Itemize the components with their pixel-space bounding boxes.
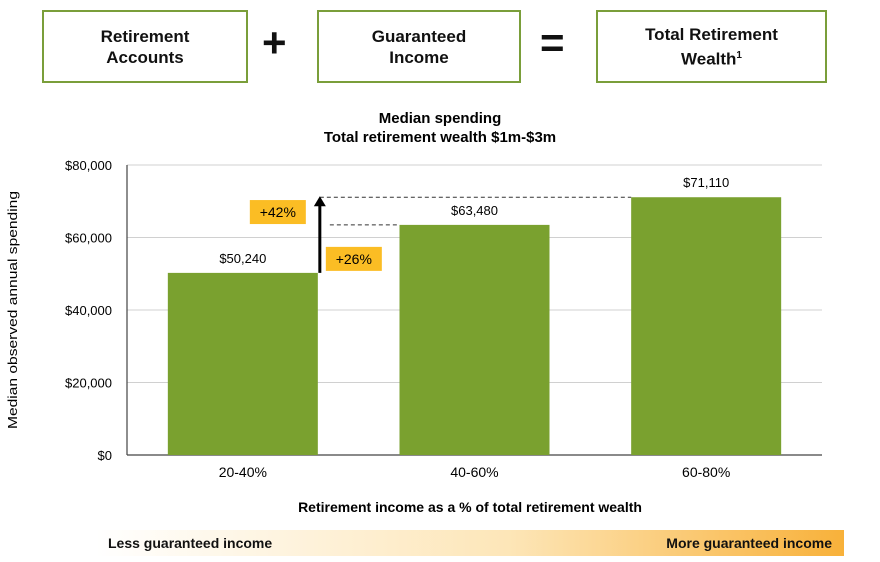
retirement-accounts-box: Retirement Accounts	[42, 10, 248, 83]
y-tick-label: $80,000	[65, 158, 112, 173]
equals-sign: =	[540, 19, 565, 66]
guaranteed-income-box: Guaranteed Income	[317, 10, 521, 83]
more-guaranteed-income-label: More guaranteed income	[666, 535, 832, 551]
total-retirement-wealth-label: Total Retirement Wealth	[645, 24, 778, 69]
bar-value-label: $63,480	[451, 203, 498, 218]
retirement-accounts-label: Retirement Accounts	[100, 26, 190, 67]
annotation-badge	[249, 200, 306, 225]
x-tick-label: 20-40%	[219, 464, 267, 480]
x-tick-label: 60-80%	[682, 464, 730, 480]
guaranteed-income-label: Guaranteed Income	[371, 26, 467, 67]
annotation-badge	[325, 246, 382, 271]
chart-subtitle: Total retirement wealth $1m-$3m	[324, 129, 556, 146]
bar	[631, 197, 782, 455]
y-tick-label: $20,000	[65, 376, 112, 391]
bar-value-label: $71,110	[683, 175, 729, 190]
chart-title: Median spending	[379, 110, 502, 127]
x-axis-label: Retirement income as a % of total retire…	[298, 499, 642, 515]
x-tick-label: 40-60%	[450, 464, 498, 480]
total-retirement-wealth-box: Total Retirement Wealth1	[596, 10, 827, 83]
median-spending-chart: Median spending Total retirement wealth …	[5, 110, 822, 515]
annotation-label-mid: +26%	[336, 251, 372, 267]
y-tick-label: $0	[98, 448, 112, 463]
y-tick-label: $40,000	[65, 303, 112, 318]
footnote-marker: 1	[736, 49, 742, 61]
bar-value-label: $50,240	[219, 251, 266, 266]
bar	[399, 224, 550, 455]
increase-arrow-head	[313, 196, 326, 207]
guaranteed-income-scale: Less guaranteed income More guaranteed i…	[96, 530, 844, 556]
y-axis-label: Median observed annual spending	[5, 191, 20, 429]
annotation-label-top: +42%	[260, 204, 296, 220]
y-tick-label: $60,000	[65, 231, 112, 246]
plus-sign: +	[262, 19, 287, 66]
less-guaranteed-income-label: Less guaranteed income	[108, 535, 273, 551]
bar	[167, 272, 318, 455]
